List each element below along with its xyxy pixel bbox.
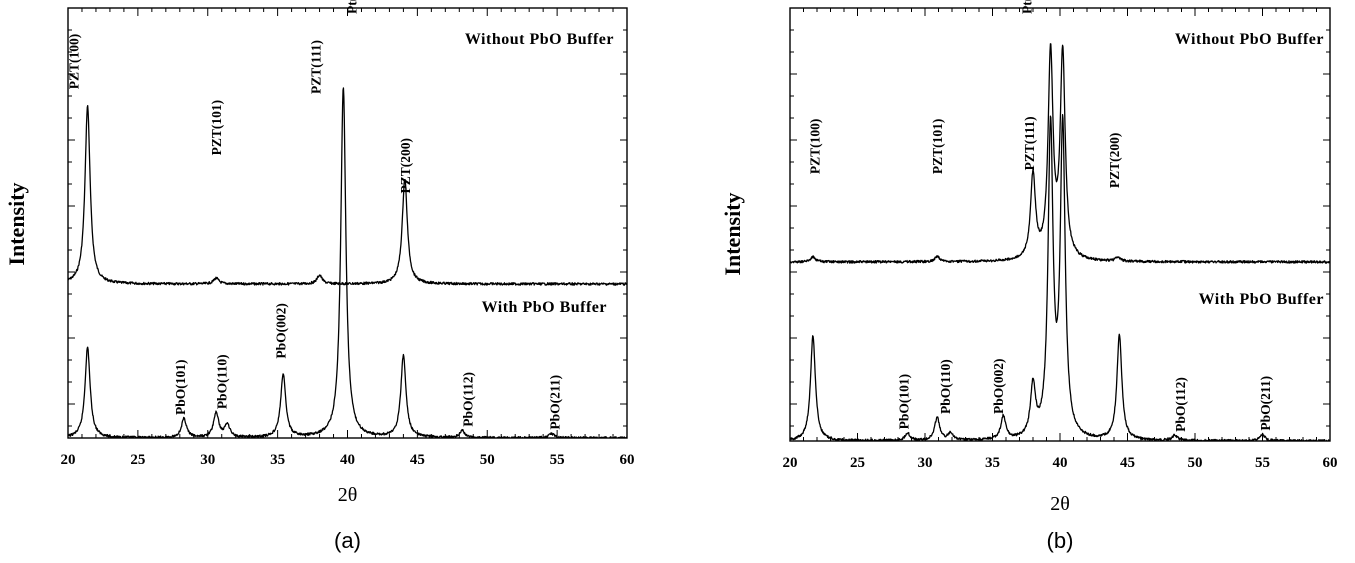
series-legend-label: With PbO Buffer: [1199, 291, 1324, 308]
x-tick-label: 30: [200, 452, 215, 468]
peak-label: PZT(111): [308, 40, 323, 94]
series-legend-label: With PbO Buffer: [482, 299, 607, 316]
peak-label: PZT(100): [67, 34, 82, 90]
peak-label: PbO(101): [896, 374, 911, 430]
x-tick-label: 50: [1188, 455, 1203, 471]
peak-label: PbO(211): [547, 375, 562, 430]
peak-label: PZT(200): [398, 138, 413, 194]
x-tick-label: 40: [1053, 455, 1068, 471]
peak-label: PZT(111): [1022, 116, 1037, 170]
peak-label: PZT(100): [807, 119, 822, 175]
x-tick-label: 40: [340, 452, 355, 468]
peak-label: Pt(111): [1019, 0, 1034, 14]
peak-label: PbO(110): [938, 359, 953, 414]
y-axis-label: Intensity: [4, 182, 29, 265]
x-tick-label: 55: [1255, 455, 1270, 471]
plot-frame: [67, 7, 628, 439]
xrd-trace: [790, 43, 1330, 264]
peak-label: PZT(200): [1107, 133, 1122, 189]
x-tick-label: 30: [918, 455, 933, 471]
x-tick-label: 25: [850, 455, 865, 471]
panel-b: 20 25 30 35 40 45 50 55 60 2θ Intensity (b) Without …: [720, 0, 1338, 553]
peak-label: PbO(002): [273, 303, 288, 359]
peak-label: PbO(101): [173, 360, 188, 416]
x-tick-label: 25: [130, 452, 145, 468]
peak-label: PbO(112): [1173, 377, 1188, 432]
xrd-trace: [68, 104, 627, 286]
x-tick-label: 60: [1323, 455, 1338, 471]
x-tick-label: 45: [410, 452, 425, 468]
panel-label: (a): [334, 528, 361, 553]
series-legend-label: Without PbO Buffer: [465, 31, 614, 48]
x-axis-label: 2θ: [1050, 493, 1070, 515]
x-tick-label: 35: [985, 455, 1000, 471]
peak-label: PbO(110): [215, 354, 230, 409]
y-axis-label: Intensity: [720, 192, 745, 275]
peak-label: PbO(112): [461, 372, 476, 427]
series-legend-label: Without PbO Buffer: [1175, 31, 1324, 48]
panel-a: 20 25 30 35 40 45 50 55 60 2θ Intensity (a) Without …: [4, 0, 635, 553]
x-tick-label: 60: [620, 452, 635, 468]
xrd-trace: [790, 114, 1330, 441]
x-tick-label: 20: [783, 455, 798, 471]
x-axis-label: 2θ: [338, 484, 358, 506]
x-tick-label: 20: [61, 452, 76, 468]
peak-label: PZT(101): [930, 119, 945, 175]
x-tick-label: 45: [1120, 455, 1135, 471]
peak-label: PZT(101): [209, 100, 224, 156]
peak-label: PbO(211): [1258, 376, 1273, 431]
panel-label: (b): [1047, 528, 1074, 553]
peak-label: PbO(002): [991, 358, 1006, 414]
x-tick-label: 50: [480, 452, 495, 468]
xrd-trace: [68, 87, 627, 438]
x-tick-label: 35: [270, 452, 285, 468]
peak-label: Pt(111): [345, 0, 360, 14]
x-tick-label: 55: [550, 452, 565, 468]
